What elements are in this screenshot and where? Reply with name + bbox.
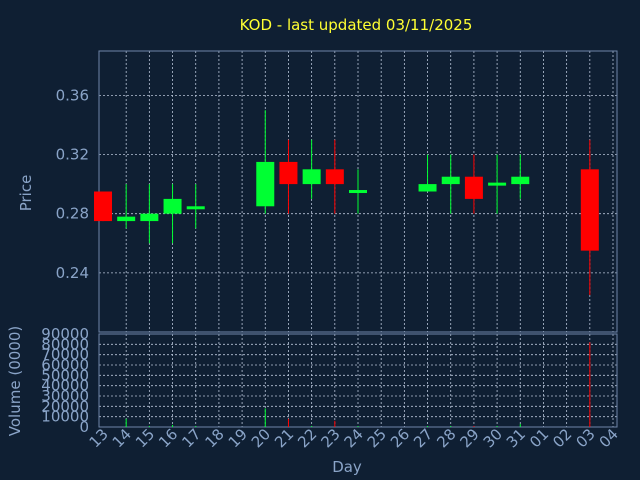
volume-axis-label: Volume (0000) [6,326,24,436]
price-tick-label: 0.24 [56,264,89,282]
candle-body [488,182,507,186]
volume-tick-label: 10000 [41,408,89,426]
price-panel: 0.24 0.28 0.32 0.36 [56,50,618,333]
candle-body [325,169,344,185]
candle-body [580,169,599,251]
candle-body [418,184,437,192]
candle-body [279,161,298,185]
candle-body [464,176,483,199]
candle-body [163,198,182,214]
x-axis-ticks: 1314151617181920212223242526272829303101… [86,425,622,451]
price-tick-label: 0.32 [56,146,89,164]
candle-body [349,190,367,194]
volume-tick-label: 20000 [41,397,89,415]
volume-panel: 0100002000030000400005000060000700008000… [41,325,618,436]
candle-body [94,191,112,222]
chart-title: KOD - last updated 03/11/2025 [240,16,473,34]
price-axis-label: Price [17,175,35,212]
x-axis-label: Day [332,458,362,476]
x-tick-label: 04 [596,425,622,451]
volume-tick-label: 80000 [41,335,89,353]
price-tick-label: 0.28 [56,205,89,223]
volume-tick-label: 30000 [41,387,89,405]
volume-tick-label: 60000 [41,356,89,374]
volume-tick-label: 70000 [41,346,89,364]
candle-body [441,176,460,185]
price-tick-label: 0.36 [56,86,89,104]
volume-tick-label: 50000 [41,366,89,384]
volume-tick-label: 40000 [41,377,89,395]
candle-body [256,161,275,207]
candle-body [302,169,321,185]
candle-body [140,213,159,222]
candle-body [511,176,530,185]
volume-tick-label: 0 [79,418,89,436]
candle-body [186,206,205,210]
volume-tick-label: 90000 [41,325,89,343]
candle-body [117,216,136,222]
